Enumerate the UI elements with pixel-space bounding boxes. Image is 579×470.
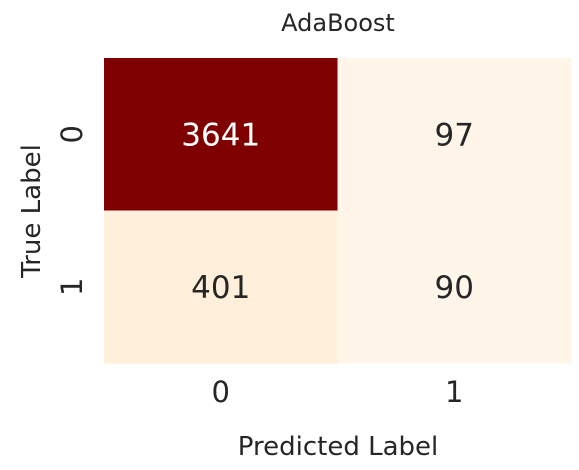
heatmap-cell-r0-c0	[104, 58, 338, 211]
heatmap-cell-r1-c0	[104, 210, 338, 364]
x-axis-label: Predicted Label	[238, 432, 438, 462]
y-axis-label: True Label	[17, 144, 47, 279]
heatmap-cell-value-r1-c1: 90	[435, 270, 474, 306]
heatmap-cell-r1-c1	[337, 210, 572, 364]
x-tick-label-1: 1	[445, 375, 463, 409]
x-tick-label-0: 0	[212, 375, 230, 409]
y-tick-label-1: 1	[55, 278, 89, 296]
chart-title: AdaBoost	[281, 9, 395, 37]
heatmap-cell-value-r0-c0: 3641	[181, 117, 260, 153]
heatmap-cell-value-r1-c0: 401	[191, 270, 250, 306]
y-tick-label-0: 0	[55, 125, 89, 143]
y-axis-tick-labels: 01	[55, 125, 89, 296]
heatmap-cell-labels: 3641 97 401 90	[181, 117, 474, 306]
heatmap-cell-value-r0-c1: 97	[435, 117, 474, 153]
heatmap-cells	[104, 58, 572, 364]
heatmap-cell-r0-c1	[337, 58, 572, 211]
